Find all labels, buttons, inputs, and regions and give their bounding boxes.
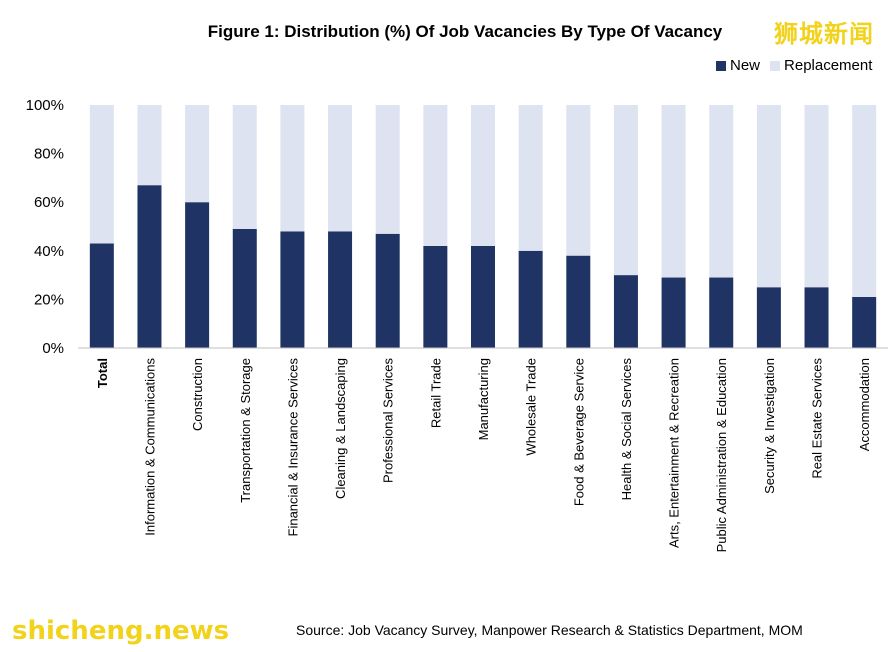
y-tick-label: 100% <box>26 97 64 114</box>
bar-new <box>185 202 210 348</box>
x-category-label: Professional Services <box>381 358 396 483</box>
bar-replacement <box>613 105 638 276</box>
bar-new <box>280 231 305 348</box>
bar-replacement <box>566 105 591 256</box>
bar-new <box>471 245 495 348</box>
x-category-label: Construction <box>190 358 205 431</box>
x-category-label: Food & Beverage Service <box>571 358 586 506</box>
x-category-label: Wholesale Trade <box>524 358 539 456</box>
bar-new <box>375 233 400 348</box>
bar-new <box>661 277 686 348</box>
bar-new <box>89 243 114 348</box>
bar-replacement <box>423 105 448 246</box>
bar-replacement <box>328 105 353 232</box>
x-category-label: Manufacturing <box>476 358 491 440</box>
bar-replacement <box>756 105 781 288</box>
y-tick-label: 0% <box>42 340 64 357</box>
bar-replacement <box>661 105 686 278</box>
bar-new <box>423 245 448 348</box>
legend-item-replacement: Replacement <box>770 57 872 74</box>
bar-replacement <box>852 105 877 297</box>
x-category-label: Accommodation <box>857 358 872 451</box>
x-category-label: Arts, Entertainment & Recreation <box>667 358 682 548</box>
bar-replacement <box>185 105 210 203</box>
x-category-label: Security & Investigation <box>762 358 777 494</box>
legend-swatch-replacement <box>770 60 781 71</box>
legend-label-new: New <box>730 57 761 74</box>
bar-new <box>566 255 591 348</box>
watermark-logo-bottom: shicheng.news <box>12 616 230 646</box>
bar-new <box>518 250 543 348</box>
bar-new <box>328 231 353 348</box>
x-category-label: Health & Social Services <box>619 358 634 501</box>
chart-title: Figure 1: Distribution (%) Of Job Vacanc… <box>207 22 723 41</box>
y-tick-label: 60% <box>34 194 64 211</box>
x-category-label: Cleaning & Landscaping <box>333 358 348 499</box>
bar-replacement <box>232 105 257 229</box>
x-category-label: Real Estate Services <box>810 358 825 479</box>
bar-replacement <box>709 105 734 278</box>
legend-item-new: New <box>716 57 760 74</box>
watermark-logo-top: 狮城新闻 <box>774 20 874 48</box>
bar-replacement <box>471 105 495 246</box>
x-category-label: Transportation & Storage <box>238 358 253 503</box>
bar-replacement <box>137 105 162 186</box>
x-category-label: Financial & Insurance Services <box>285 358 300 537</box>
bar-replacement <box>518 105 543 251</box>
legend-label-replacement: Replacement <box>784 57 873 74</box>
bar-replacement <box>375 105 400 234</box>
x-category-label: Retail Trade <box>428 358 443 428</box>
y-tick-label: 20% <box>34 291 64 308</box>
legend-swatch-new <box>716 60 726 71</box>
x-category-label: Public Administration & Education <box>714 358 729 552</box>
bar-new <box>709 277 734 348</box>
chart-legend: New Replacement <box>716 57 882 74</box>
bar-replacement <box>804 105 829 288</box>
x-category-label: Information & Communications <box>142 358 157 536</box>
bar-new <box>756 287 781 348</box>
bar-new <box>137 185 162 348</box>
x-category-label: Total <box>95 358 110 388</box>
bar-new <box>852 296 877 348</box>
bar-new <box>232 228 257 348</box>
source-note: Source: Job Vacancy Survey, Manpower Res… <box>296 622 803 638</box>
bar-replacement <box>89 105 114 244</box>
bar-replacement <box>280 105 305 232</box>
bar-new <box>613 275 638 348</box>
bar-new <box>804 287 829 348</box>
y-tick-label: 40% <box>34 243 64 260</box>
y-tick-label: 80% <box>34 146 64 163</box>
